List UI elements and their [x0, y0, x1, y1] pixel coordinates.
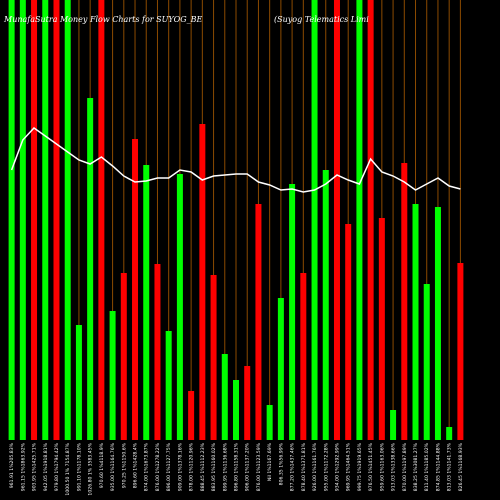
money-flow-line	[10, 127, 461, 193]
x-tick-label: 896.80 1%1158.31%	[234, 442, 240, 491]
bar	[42, 0, 49, 440]
bar	[244, 366, 251, 440]
x-tick-label: 955.00 1%1172.28%	[323, 442, 329, 491]
bar	[378, 218, 385, 440]
x-tick-label: 813.03 1%1141.73%	[447, 442, 453, 491]
bar	[401, 163, 408, 440]
x-tick-label: 979.80 1%1794.42%	[54, 442, 60, 491]
bar	[199, 124, 206, 440]
bar	[98, 0, 105, 440]
bar	[434, 207, 441, 440]
x-tick-label: 961.15 1%1863.92%	[20, 442, 26, 491]
bar	[19, 0, 26, 440]
bar	[31, 0, 38, 440]
bar	[289, 184, 296, 440]
bar	[154, 264, 161, 440]
x-tick-label: 970.25 1%1150.6%	[121, 442, 127, 488]
bar	[423, 284, 430, 440]
bar	[356, 0, 363, 440]
x-tick-label: 959.60 1%1163.06%	[379, 442, 385, 491]
bar	[457, 263, 464, 440]
bar	[87, 98, 94, 440]
x-tick-label: 838.25 1%3081.27%	[413, 442, 419, 491]
bar	[143, 165, 150, 440]
x-tick-label: 874.00 1%1673.87%	[144, 442, 150, 491]
bar	[300, 273, 307, 440]
x-tick-label: 883.95 1%1160.02%	[211, 442, 217, 491]
x-tick-label: 899.95 1%1136.68%	[222, 442, 228, 491]
x-tick-label: 806.35 1%56.99%	[278, 442, 284, 485]
x-tick-label: 991.10 1%1178.10%	[76, 442, 82, 491]
x-tick-label: 870.00 1%1197.89%	[402, 442, 408, 491]
bars	[8, 0, 464, 440]
x-tick-label: 876.00 1%1123.59%	[256, 442, 262, 491]
bar	[390, 410, 397, 440]
x-tick-label: 942.05 1%1918.81%	[43, 442, 49, 491]
bar	[322, 170, 329, 440]
chart-title: MunafaSutra Money Flow Charts for SUYOG_…	[3, 15, 202, 24]
bar	[446, 427, 453, 440]
chart-subtitle: (Suyog Telematics Limi	[274, 15, 369, 24]
bar	[120, 273, 127, 440]
bar	[255, 204, 262, 440]
x-tick-label: 976.50 1%1451.45%	[368, 442, 374, 491]
bar	[367, 0, 374, 440]
x-tick-label: 906.00 1%1137.20%	[245, 442, 251, 491]
x-tick-label: 934.00 1%1292.99%	[334, 442, 340, 491]
x-tick-label: 1026.80 1% 3583.45%	[88, 442, 94, 495]
bar	[311, 0, 318, 440]
x-tick-label: 935.00 1%1164.76%	[110, 442, 116, 491]
x-tick-label: 909.00 1%1378.16%	[177, 442, 183, 491]
bar	[233, 380, 239, 440]
x-tick-label: 896.00 1%1127.75%	[166, 442, 172, 491]
bar	[221, 354, 228, 440]
bar	[165, 331, 172, 440]
x-tick-label: 896.60 1%1428.4%	[133, 442, 139, 488]
x-tick-label: 888.45 1%1112.23%	[200, 442, 206, 491]
bar	[8, 0, 15, 440]
bar	[333, 0, 340, 440]
x-tick-label: 913.03 1%1338.66%	[391, 442, 397, 491]
x-tick-label: 877.20 1%1437.46%	[290, 442, 296, 491]
x-tick-label: 826.45 1%1168.93%	[458, 442, 464, 491]
money-flow-line-path	[10, 127, 461, 193]
x-tick-label: 969.95 1%1464.51%	[346, 442, 352, 491]
bar	[345, 224, 352, 440]
bar	[412, 204, 419, 440]
x-tick-label: Nil 1%1167.69%	[267, 442, 273, 481]
x-axis-labels: 961.91 1%205.83% 961.15 1%1863.92% 903.95 …	[9, 442, 464, 495]
x-tick-label: 876.00 1%1278.22%	[155, 442, 161, 491]
bar	[210, 275, 217, 440]
x-tick-label: 999.75 1%1919.65%	[357, 442, 363, 491]
x-tick-label: 878.40 1%1371.81%	[301, 442, 307, 491]
x-tick-label: 961.91 1%205.83%	[9, 442, 15, 488]
bar	[277, 298, 284, 440]
x-tick-label: 811.40 1%1185.02%	[424, 442, 430, 491]
x-tick-label: 970.60 1%4118.9%	[99, 442, 105, 488]
bar	[64, 0, 71, 440]
bar	[132, 139, 139, 440]
bar	[176, 174, 183, 440]
bar	[266, 405, 273, 440]
bar	[188, 391, 195, 440]
x-tick-label: 903.95 1%1425.71%	[32, 442, 38, 491]
bar	[75, 325, 82, 440]
bar	[109, 311, 116, 440]
bar	[53, 0, 60, 440]
x-tick-label: 878.00 1%1120.96%	[189, 442, 195, 491]
x-tick-label: 874.85 1%1144.88%	[435, 442, 441, 491]
x-tick-label: 1000.50 1% 7154.87%	[65, 442, 71, 495]
x-tick-label: 926.00 1%1161.76%	[312, 442, 318, 491]
